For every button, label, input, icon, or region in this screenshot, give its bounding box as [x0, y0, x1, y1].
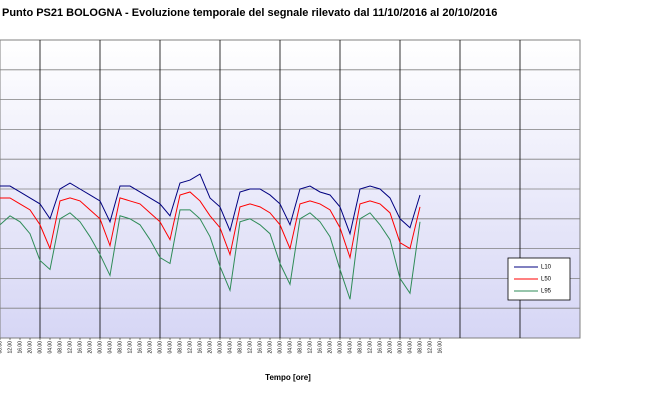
x-tick-label: 08.00 — [357, 341, 363, 354]
line-series — [0, 209, 421, 300]
x-tick-label: 00.00 — [97, 341, 103, 354]
x-tick-label: 12.00 — [67, 341, 73, 354]
x-tick-label: 04.00 — [47, 341, 53, 354]
x-tick-label: 16.00 — [17, 341, 23, 354]
x-tick-label: 20.00 — [87, 341, 93, 354]
x-tick-label: 00.00 — [37, 341, 43, 354]
legend-label: L50 — [541, 277, 552, 283]
x-tick-label: 16.00 — [257, 341, 263, 354]
x-tick-label: 12.00 — [187, 341, 193, 354]
legend-label: L95 — [541, 289, 552, 295]
x-tick-label: 12.00 — [7, 341, 13, 354]
x-tick-label: 20.00 — [27, 341, 33, 354]
x-tick-label: 08.00 — [117, 341, 123, 354]
x-tick-label: 12.00 — [427, 341, 433, 354]
x-axis-label: Tempo [ore] — [265, 373, 311, 382]
x-tick-label: 04.00 — [227, 341, 233, 354]
line-series — [0, 173, 421, 236]
x-tick-label: 16.00 — [317, 341, 323, 354]
line-series — [0, 191, 421, 260]
x-tick-label: 08.00 — [57, 341, 63, 354]
chart-title: Punto PS21 BOLOGNA - Evoluzione temporal… — [2, 7, 497, 19]
x-tick-label: 04.00 — [107, 341, 113, 354]
x-tick-label: 16.00 — [437, 341, 443, 354]
x-tick-label: 20.00 — [387, 341, 393, 354]
x-tick-label: 20.00 — [327, 341, 333, 354]
x-tick-label: 08.00 — [417, 341, 423, 354]
x-tick-label: 08.00 — [177, 341, 183, 354]
x-tick-label: 08.00 — [297, 341, 303, 354]
x-tick-label: 00.00 — [157, 341, 163, 354]
x-tick-label: 04.00 — [407, 341, 413, 354]
x-tick-label: 04.00 — [347, 341, 353, 354]
x-tick-label: 12.00 — [367, 341, 373, 354]
x-tick-label: 04.00 — [167, 341, 173, 354]
x-tick-label: 00.00 — [337, 341, 343, 354]
x-tick-label: 20.00 — [147, 341, 153, 354]
x-tick-label: 08.00 — [237, 341, 243, 354]
x-tick-label: 20.00 — [207, 341, 213, 354]
x-tick-label: 00.00 — [397, 341, 403, 354]
x-tick-label: 08.00 — [0, 341, 3, 354]
x-tick-label: 00.00 — [217, 341, 223, 354]
x-tick-label: 20.00 — [267, 341, 273, 354]
x-tick-label: 16.00 — [197, 341, 203, 354]
legend-label: L10 — [541, 265, 552, 271]
x-tick-label: 12.00 — [307, 341, 313, 354]
x-tick-label: 12.00 — [127, 341, 133, 354]
x-tick-label: 16.00 — [77, 341, 83, 354]
x-tick-label: 16.00 — [137, 341, 143, 354]
x-tick-label: 12.00 — [247, 341, 253, 354]
x-tick-label: 00.00 — [277, 341, 283, 354]
x-tick-label: 04.00 — [287, 341, 293, 354]
x-tick-label: 16.00 — [377, 341, 383, 354]
